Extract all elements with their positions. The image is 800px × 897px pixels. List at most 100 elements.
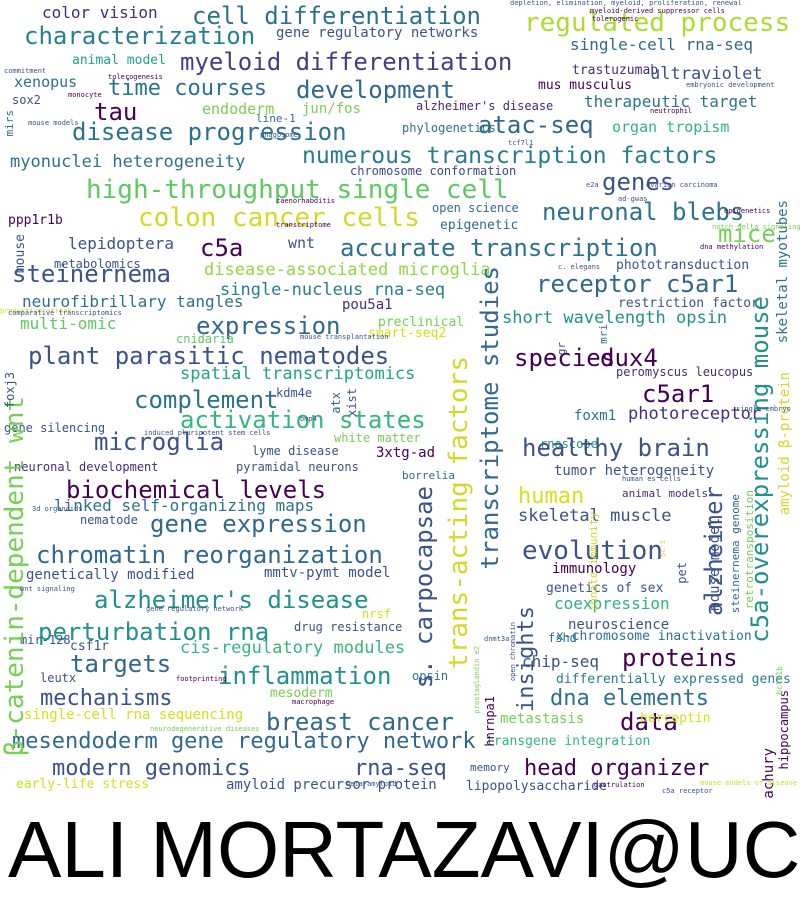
cloud-word: healthy brain: [522, 434, 710, 462]
cloud-word: numerous transcription factors: [302, 143, 718, 169]
cloud-word: c5a: [200, 234, 244, 262]
cloud-word: single-cell rna sequencing: [24, 707, 244, 723]
cloud-word: inflammation: [218, 662, 392, 690]
cloud-word: data: [620, 708, 678, 736]
cloud-word: pou5a1: [342, 297, 393, 313]
cloud-word-small: gene regulatory network: [146, 605, 243, 613]
cloud-word: multi-omic: [20, 314, 117, 333]
cloud-word: c5ar1: [642, 380, 715, 408]
cloud-word-small: caenorhabditis: [276, 197, 336, 205]
cloud-word: metastasis: [500, 711, 585, 727]
cloud-word: lyme disease: [252, 444, 339, 458]
cloud-word: breast cancer: [266, 708, 454, 736]
cloud-word: foxm1: [574, 408, 617, 424]
cloud-word: time courses: [108, 76, 267, 101]
cloud-word-small: c. elegans: [558, 263, 601, 271]
cloud-word: immunology: [552, 561, 637, 577]
cloud-word-vertical: mouse: [13, 234, 28, 274]
cloud-word: high-throughput single cell: [86, 175, 509, 205]
cloud-word: pyramidal neurons: [236, 460, 359, 474]
cloud-word-small: macrophage: [292, 698, 335, 706]
cloud-word: coexpression: [554, 594, 670, 613]
cloud-word-small: neurodegenerative diseases: [150, 725, 260, 733]
cloud-word: organ tropism: [612, 118, 730, 136]
cloud-word: neurofibrillary tangles: [22, 292, 244, 311]
cloud-word: trastuzumab: [572, 63, 659, 78]
cloud-word-small: bmp4: [300, 415, 317, 423]
cloud-word: plant parasitic nematodes: [28, 342, 390, 370]
cloud-word: rnascope: [540, 437, 598, 451]
cloud-word: mmtv-pymt model: [264, 565, 391, 581]
cloud-word: mesoderm: [270, 686, 333, 701]
cloud-word-small: monocyte: [68, 91, 102, 99]
cloud-word: species: [514, 344, 616, 372]
cloud-word-small: epigenetics: [724, 207, 771, 215]
cloud-word: leutx: [40, 671, 77, 685]
cloud-word-vertical: hnrnpa1: [483, 696, 497, 747]
cloud-word: chromatin reorganization: [36, 541, 383, 569]
cloud-word: neuronal development: [14, 460, 159, 474]
cloud-word: borrelia: [402, 469, 455, 482]
cloud-word: peromyscus leucopus: [616, 365, 754, 379]
cloud-word-small: mouse models: [28, 119, 79, 127]
cloud-word-small: footprinting: [176, 675, 227, 683]
cloud-word-small: depletion, elimination, myeloid, prolife…: [510, 0, 742, 7]
cloud-word: disease progression: [72, 118, 347, 146]
cloud-word: genetically modified: [26, 567, 195, 583]
cloud-word-small: notch-delta signaling: [712, 223, 800, 231]
cloud-word: fshd: [548, 631, 577, 645]
cloud-word: regulated process: [524, 8, 791, 38]
cloud-word: colon cancer cells: [138, 203, 420, 233]
cloud-word-small: dna methylation: [700, 243, 764, 251]
cloud-word: characterization: [24, 22, 256, 50]
cloud-word-small: myeloid-derived suppressor cells: [590, 7, 725, 15]
cloud-word-small: mouse transplantation: [300, 333, 389, 341]
cloud-word-vertical: hippocampus: [777, 690, 791, 770]
cloud-word: cnidaria: [176, 332, 234, 346]
cloud-word: microglia: [94, 428, 225, 456]
cloud-word: gene expression: [150, 510, 367, 538]
word-cloud: color vision cell differentiation regula…: [0, 0, 800, 799]
cloud-word-vertical: achury: [761, 748, 777, 799]
cloud-word: biochemical levels: [66, 476, 327, 504]
cloud-word: genetics of sex: [546, 581, 664, 596]
cloud-word-vertical: retrotransposition: [743, 490, 756, 610]
cloud-word-vertical: open chromatin: [509, 622, 517, 682]
cloud-word: color vision: [42, 3, 158, 22]
cloud-word-vertical: skeletal myotubes: [775, 200, 791, 344]
cloud-word: animal models: [622, 487, 709, 500]
cloud-word-vertical: mirs: [3, 110, 16, 137]
cloud-word: mus musculus: [538, 78, 632, 93]
cloud-word-small: ovarian carcinoma: [646, 181, 718, 189]
cloud-word: atac-seq: [478, 111, 594, 139]
cloud-word: early-life stress: [16, 777, 150, 792]
cloud-word-vertical: gr: [555, 342, 568, 356]
cloud-word: spatial transcriptomics: [180, 364, 416, 384]
cloud-word: preclinical: [378, 315, 465, 330]
cloud-word: alzheimer's disease: [416, 99, 554, 113]
cloud-word: skeletal muscle: [518, 506, 672, 526]
cloud-word: steinernema: [12, 260, 171, 288]
cloud-word-vertical: steinernema genome: [729, 494, 742, 614]
cloud-word-small: neutrophil: [650, 107, 693, 115]
cloud-word-small: ad-gwas: [618, 195, 648, 203]
cloud-word: proteins: [622, 644, 738, 672]
cloud-word-small: e2a: [586, 181, 599, 189]
author-caption: ALI MORTAZAVI@UCI: [8, 805, 800, 894]
cloud-word: wnt: [288, 234, 316, 252]
cloud-word: short wavelength opsin: [502, 308, 728, 328]
cloud-word: dux4: [600, 344, 658, 372]
cloud-word: transgene integration: [486, 734, 651, 749]
cloud-word: line-1: [256, 112, 296, 125]
cloud-word-vertical: insights: [514, 606, 539, 712]
cloud-word: herceptin: [640, 711, 711, 726]
cloud-word-small: human es cells: [622, 475, 682, 483]
cloud-word: kdm4e: [276, 386, 313, 400]
cloud-word: genes: [602, 168, 675, 196]
cloud-word: 3xtg-ad: [376, 445, 436, 461]
cloud-word: linked self-organizing maps: [54, 496, 315, 515]
cloud-word: differentially expressed genes: [556, 672, 791, 687]
cloud-word: jun/fos: [302, 101, 362, 117]
cloud-word: amyloid precursor protein: [226, 777, 437, 793]
cloud-word-vertical: mouse model: [707, 518, 723, 611]
